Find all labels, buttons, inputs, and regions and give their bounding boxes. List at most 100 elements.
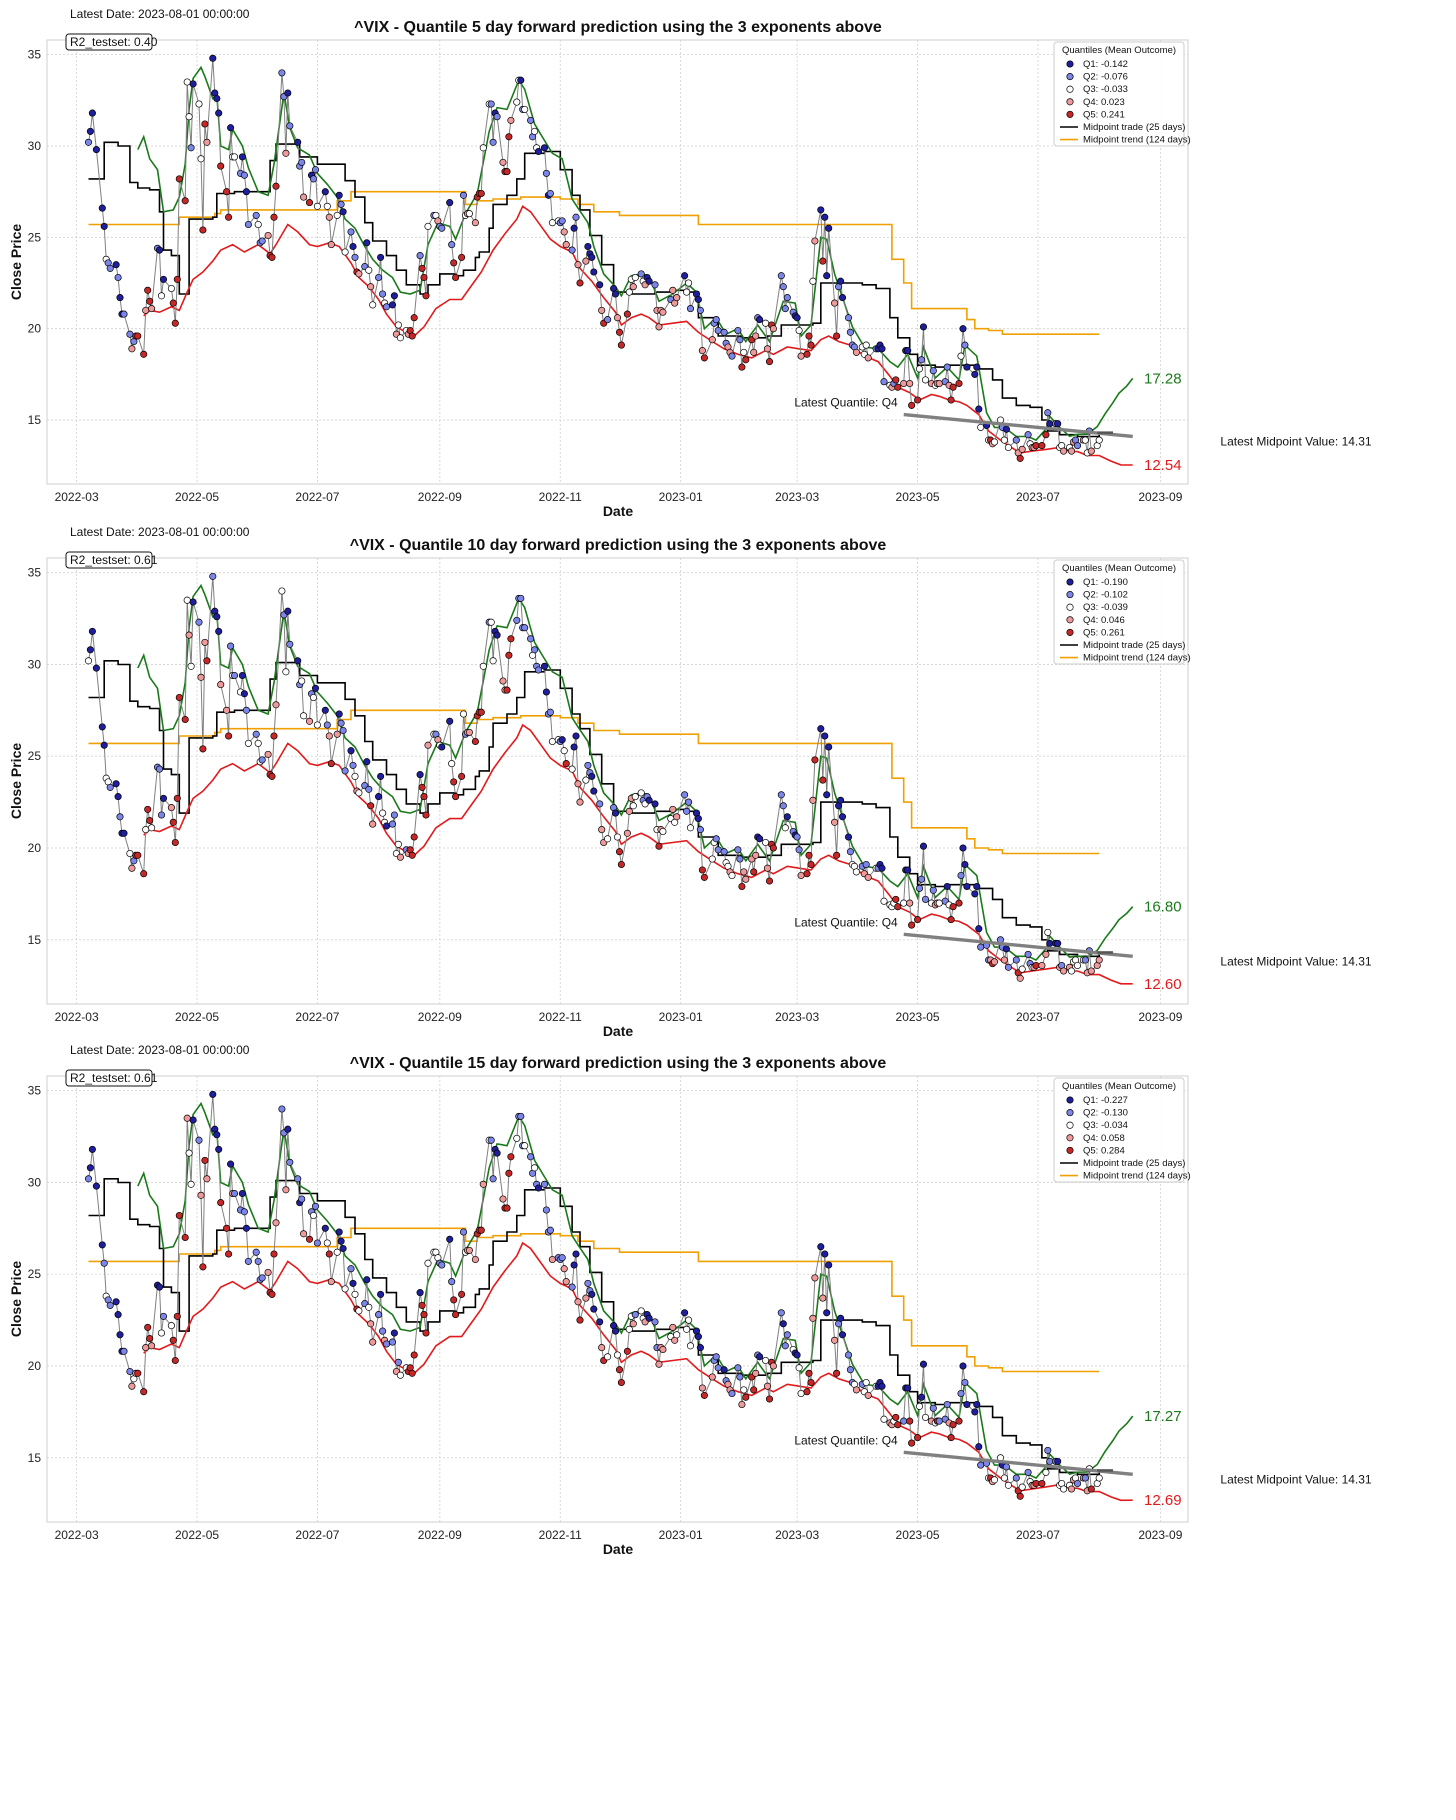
- close-point-q3: [631, 273, 639, 282]
- legend-entry: Q5: 0.284: [1083, 1145, 1125, 1156]
- midpoint-trend-line: [88, 709, 1100, 855]
- legend-entry: Midpoint trend (124 days): [1083, 1171, 1191, 1182]
- close-point-q2: [258, 237, 266, 245]
- close-point-q1: [963, 1400, 971, 1409]
- y-tick-label: 20: [28, 1359, 42, 1373]
- close-point-q1: [363, 239, 371, 247]
- close-point-q5: [908, 401, 916, 409]
- close-point-q2: [337, 719, 345, 727]
- close-point-q1: [844, 833, 853, 841]
- close-point-q5: [173, 794, 181, 802]
- close-point-q2: [686, 305, 695, 313]
- close-point-q3: [341, 1285, 349, 1293]
- close-point-q2: [783, 1331, 791, 1339]
- close-point-q5: [655, 842, 663, 850]
- close-point-q4: [669, 1323, 677, 1331]
- close-point-q2: [126, 1367, 134, 1376]
- close-point-q5: [807, 1378, 815, 1387]
- r2-label: R2_testset: 0.61: [70, 553, 158, 567]
- close-point-q2: [558, 217, 566, 225]
- close-point-q5: [505, 1169, 513, 1177]
- upper-forecast-end-label: 17.28: [1144, 370, 1182, 387]
- close-point-q4: [367, 1320, 375, 1328]
- close-point-q2: [734, 846, 742, 854]
- close-point-q2: [777, 1309, 785, 1317]
- latest-date-note: Latest Date: 2023-08-01 00:00:00: [70, 7, 250, 21]
- close-point-q3: [683, 288, 691, 296]
- close-point-q3: [448, 760, 456, 768]
- close-point-q4: [197, 1191, 205, 1199]
- midpoint-trend-line: [88, 1227, 1100, 1373]
- close-point-q1: [100, 222, 108, 230]
- close-point-q5: [562, 760, 570, 768]
- close-point-q1: [963, 363, 971, 371]
- close-point-q4: [629, 1320, 637, 1328]
- close-point-q3: [489, 657, 497, 665]
- close-point-q2: [596, 800, 604, 808]
- close-point-q5: [503, 686, 511, 694]
- upper-forecast-end-label: 17.27: [1144, 1408, 1182, 1425]
- y-tick-label: 30: [28, 657, 42, 671]
- close-point-q3: [167, 1322, 175, 1330]
- close-point-q1: [100, 741, 108, 749]
- close-point-q4: [763, 1382, 772, 1390]
- close-point-q2: [252, 730, 260, 738]
- close-point-q5: [507, 635, 515, 643]
- close-point-q5: [947, 1434, 955, 1442]
- close-point-q4: [906, 899, 914, 907]
- close-point-q2: [943, 363, 951, 371]
- close-point-q2: [736, 855, 744, 863]
- close-point-q3: [396, 1371, 404, 1379]
- legend-entry: Midpoint trade (25 days): [1083, 1158, 1185, 1169]
- close-point-q2: [187, 144, 195, 152]
- close-point-q3: [333, 211, 341, 219]
- close-point-q3: [142, 826, 150, 834]
- close-point-q5: [146, 1334, 154, 1343]
- close-point-q1: [919, 323, 928, 331]
- close-point-q3: [521, 1142, 529, 1150]
- close-point-q1: [116, 294, 124, 302]
- legend-marker-q3: [1066, 603, 1074, 611]
- close-point-q3: [1081, 436, 1089, 444]
- close-point-q2: [1073, 442, 1082, 450]
- close-point-q1: [284, 607, 292, 615]
- x-tick-label: 2022-05: [175, 1528, 219, 1542]
- x-tick-label: 2023-09: [1138, 490, 1182, 504]
- close-point-q1: [339, 208, 347, 216]
- y-tick-label: 15: [28, 413, 42, 427]
- close-point-q2: [527, 1153, 535, 1161]
- close-point-q3: [479, 144, 487, 152]
- close-point-q5: [173, 275, 181, 283]
- legend-marker-q2: [1066, 1109, 1074, 1117]
- close-point-q2: [339, 726, 347, 735]
- close-point-q1: [114, 793, 122, 801]
- close-point-q2: [793, 833, 801, 841]
- legend-entry: Q3: -0.034: [1083, 1120, 1128, 1131]
- close-point-q1: [213, 1131, 221, 1139]
- close-point-q5: [914, 916, 922, 924]
- close-point-q5: [750, 868, 758, 876]
- close-point-q5: [134, 332, 142, 340]
- upper-forecast-line: [137, 583, 1134, 961]
- close-point-q1: [284, 1125, 292, 1133]
- y-tick-label: 20: [28, 322, 42, 336]
- plot-area: [46, 39, 1189, 485]
- close-point-q1: [493, 1149, 501, 1157]
- close-point-q1: [975, 405, 983, 413]
- close-point-q5: [217, 1199, 225, 1207]
- close-point-q1: [584, 242, 592, 251]
- close-point-q2: [783, 294, 791, 302]
- close-point-q3: [685, 279, 693, 287]
- close-point-q2: [977, 943, 985, 951]
- y-tick-label: 25: [28, 230, 42, 244]
- close-point-q4: [809, 1314, 817, 1322]
- close-point-q2: [546, 708, 554, 716]
- close-point-q4: [864, 873, 872, 881]
- legend-entry: Q2: -0.130: [1083, 1108, 1128, 1119]
- close-point-q3: [278, 587, 286, 595]
- close-point-q3: [990, 1476, 999, 1484]
- close-point-q2: [584, 761, 592, 769]
- close-point-q1: [321, 706, 329, 714]
- close-point-q4: [142, 1344, 150, 1352]
- close-point-q1: [375, 793, 383, 801]
